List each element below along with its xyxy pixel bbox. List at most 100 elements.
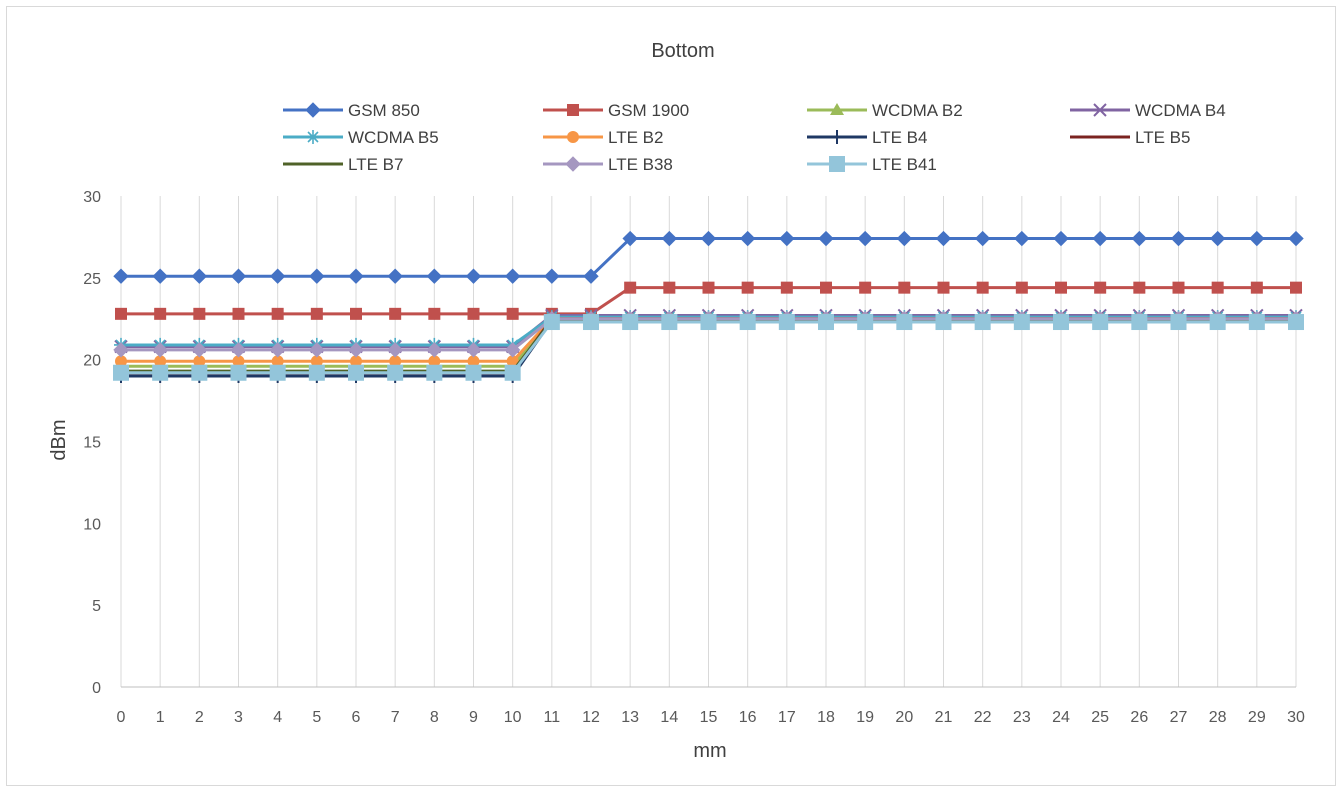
x-tick-label: 4 [273,709,282,726]
series-lte-b2-circle-marker [271,355,284,368]
x-tick-label: 27 [1170,709,1188,726]
legend-item-gsm-1900: GSM 1900 [543,101,689,120]
series-gsm-850-diamond-marker [779,230,795,247]
series-gsm-1900-square-marker [780,281,793,294]
series-gsm-1900-square-marker [1290,281,1302,294]
chart-title: Bottom [651,40,714,62]
x-tick-label: 26 [1130,709,1148,726]
series-gsm-850-diamond-marker [348,268,364,284]
series-lte-b2-circle-marker [310,355,323,368]
series-lte-b41-square-marker [818,314,834,331]
series-gsm-850-diamond-marker [857,230,873,247]
series-gsm-1900-square-marker [1094,281,1107,294]
y-tick-label: 25 [83,271,101,288]
series-lte-b41-square-marker [896,314,913,331]
series-gsm-850-diamond-marker [896,230,913,247]
legend-item-lte-b38-label: LTE B38 [608,155,673,174]
legend-item-lte-b38: LTE B38 [543,155,673,174]
series-lte-b38-diamond-marker [387,342,403,358]
series-lte-b41-square-marker [152,364,169,381]
legend-item-lte-b5-label: LTE B5 [1135,128,1190,147]
x-tick-label: 8 [430,709,439,726]
series-gsm-850-diamond-marker [700,230,717,247]
legend-item-lte-b4: LTE B4 [807,128,927,147]
series-lte-b2-circle-marker [350,355,362,368]
series-lte-b2-circle-marker [232,355,245,368]
series-gsm-850-diamond-marker [1288,230,1304,247]
series-lte-b41-square-marker [974,314,991,331]
series-lte-b41-square-marker [1053,314,1069,331]
series-gsm-850-diamond-marker [1092,230,1108,247]
x-tick-label: 20 [895,709,913,726]
series-gsm-1900-square-marker [1015,281,1028,294]
x-tick-label: 25 [1091,709,1109,726]
series-gsm-850-diamond-marker [622,230,638,247]
series-gsm-1900-square-marker [1055,281,1067,294]
series-lte-b38-diamond-marker [152,342,168,358]
series-gsm-1900-square-marker [1250,281,1263,294]
x-tick-label: 15 [700,709,718,726]
y-tick-label: 0 [92,680,101,697]
series-lte-b38-diamond-marker [230,342,247,358]
series-gsm-850-diamond-marker [504,268,521,284]
series-lte-b41-square-marker [543,314,560,331]
series-lte-b38-diamond-marker [465,342,482,358]
grid-lines [120,196,1297,687]
legend: GSM 850 GSM 1900 WCDMA B2 WCDMA B4 WCDMA B5 L… [283,101,1226,174]
x-tick-label: 2 [195,709,204,726]
x-tick-label: 22 [974,709,992,726]
series-gsm-1900-square-marker [467,307,480,320]
series-group [113,230,1304,384]
legend-item-lte-b7-label: LTE B7 [348,155,403,174]
legend-item-wcdma-b2-label: WCDMA B2 [872,101,963,120]
series-gsm-850-diamond-marker [230,268,247,284]
series-gsm-850 [113,230,1304,284]
series-lte-b41-square-marker [348,364,364,381]
series-lte-b38-diamond-marker [309,342,325,358]
legend-item-lte-b41-square-marker [829,156,845,172]
series-gsm-1900-square-marker [271,307,284,320]
series-lte-b41-square-marker [230,364,247,381]
series-lte-b41-square-marker [1170,314,1187,331]
series-gsm-850-diamond-marker [1170,230,1187,247]
series-lte-b38-diamond-marker [191,342,208,358]
x-tick-label: 0 [117,709,126,726]
series-lte-b41-square-marker [622,314,639,331]
series-gsm-850-diamond-marker [818,230,834,247]
series-lte-b41-square-marker [739,314,756,331]
x-tick-label: 17 [778,709,796,726]
series-gsm-850-diamond-marker [1053,230,1069,247]
series-lte-b2-circle-marker [467,355,480,368]
series-gsm-850-diamond-marker [1249,230,1265,247]
legend-item-lte-b7: LTE B7 [283,155,403,174]
y-tick-label: 5 [92,598,101,615]
series-gsm-1900-square-marker [820,281,832,294]
series-gsm-1900-square-marker [115,307,127,320]
x-tick-label: 14 [660,709,678,726]
series-gsm-1900-square-marker [898,281,911,294]
series-gsm-850-diamond-marker [309,268,325,284]
legend-item-lte-b5: LTE B5 [1070,128,1190,147]
series-lte-b41-square-marker [1013,314,1030,331]
legend-item-gsm-850: GSM 850 [283,101,420,120]
x-tick-label: 1 [156,709,165,726]
series-lte-b41-square-marker [1131,314,1148,331]
series-gsm-1900-square-marker [976,281,989,294]
series-gsm-850-diamond-marker [974,230,991,247]
series-gsm-850-diamond-marker [426,268,443,284]
series-gsm-1900-square-marker [937,281,950,294]
x-tick-label: 29 [1248,709,1266,726]
series-lte-b41-square-marker [1248,314,1265,331]
series-lte-b41-square-marker [935,314,952,331]
series-lte-b2-circle-marker [428,355,441,368]
series-lte-b41-square-marker [857,314,874,331]
series-lte-b41-square-marker [1092,314,1109,331]
series-gsm-1900-square-marker [506,307,519,320]
series-gsm-850-diamond-marker [739,230,756,247]
legend-item-wcdma-b4-x-marker [1093,103,1107,117]
series-lte-b41-square-marker [308,364,325,381]
series-gsm-850-diamond-marker [152,268,168,284]
series-gsm-1900-square-marker [232,307,245,320]
series-lte-b38-diamond-marker [426,342,443,358]
